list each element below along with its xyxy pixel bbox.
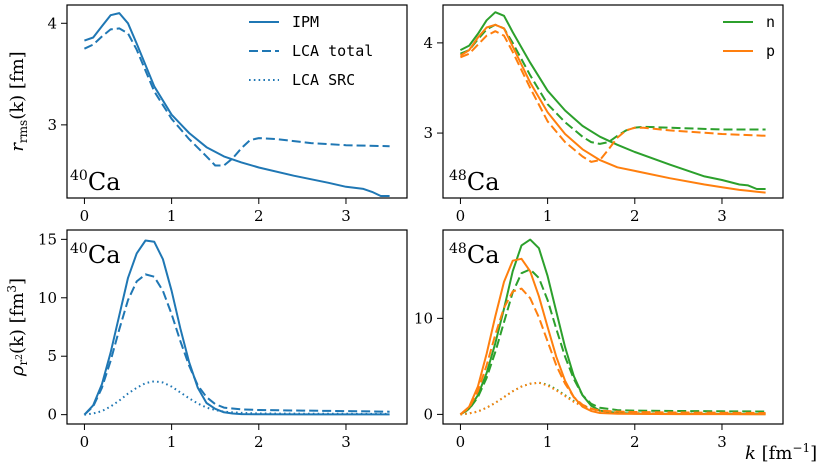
y-axis-label: ρr2(k) [fm3] xyxy=(5,278,30,377)
axes-frame xyxy=(66,229,408,425)
y-tick-label: 3 xyxy=(47,116,57,134)
x-label-main: k xyxy=(745,443,756,464)
nucleus-label: 48Ca xyxy=(449,241,500,269)
panel-top-left: 0 1 2 3 3 4 40Ca IPM LCA total LCA SRC rrms(k) [fm… xyxy=(7,4,408,225)
y-label-sub: r xyxy=(16,360,30,366)
series-line-bottom-right-4 xyxy=(459,287,766,416)
nucleus-mass: 40 xyxy=(70,168,88,184)
series-line-top-left-0 xyxy=(84,12,390,197)
legend-label: IPM xyxy=(292,13,319,31)
series-line-top-right-2 xyxy=(459,23,766,194)
series-line-bottom-right-3 xyxy=(459,257,766,416)
panel-top-right: 0 1 2 3 3 4 48Ca np xyxy=(423,4,784,225)
x-tick-label: 1 xyxy=(167,207,177,225)
axes-frame xyxy=(442,4,784,199)
series-line-bottom-right-1 xyxy=(459,268,766,416)
x-tick-label: 1 xyxy=(167,433,177,451)
x-label-close: ] xyxy=(810,443,817,464)
axes-frame xyxy=(66,4,408,199)
nucleus-label: 40Ca xyxy=(70,168,121,196)
series-line-bottom-left-2 xyxy=(84,380,390,416)
y-tick-label: 4 xyxy=(47,14,57,32)
x-label-unit: [fm xyxy=(756,443,792,464)
y-label-argsup: 3 xyxy=(5,285,19,293)
nucleus-label: 40Ca xyxy=(70,241,121,269)
y-axis-label: rrms(k) [fm] xyxy=(7,51,30,151)
y-tick-label: 4 xyxy=(423,34,433,52)
legend-label: LCA total xyxy=(292,42,373,60)
x-tick-label: 2 xyxy=(630,207,640,225)
series-line-bottom-left-0 xyxy=(83,239,390,416)
x-tick-label: 1 xyxy=(543,207,553,225)
nucleus-label: 48Ca xyxy=(449,168,500,196)
y-label-arg: (k) [fm] xyxy=(7,51,28,119)
y-tick-label: 10 xyxy=(414,309,433,327)
y-tick-label: 0 xyxy=(423,405,433,423)
x-tick-label: 0 xyxy=(456,433,466,451)
y-tick-label: 5 xyxy=(47,347,57,365)
panel-bottom-right: 0 1 2 3 0 10 48Ca k [fm−1] xyxy=(414,229,817,464)
x-tick-label: 3 xyxy=(341,433,351,451)
x-label-unitsup: −1 xyxy=(792,441,810,455)
y-label-main: r xyxy=(7,142,28,152)
series-line-top-right-0 xyxy=(459,11,766,190)
y-tick-label: 3 xyxy=(423,124,433,142)
x-tick-label: 0 xyxy=(80,433,90,451)
x-tick-label: 3 xyxy=(341,207,351,225)
x-tick-label: 3 xyxy=(717,433,727,451)
legend: np xyxy=(723,13,775,60)
y-label-arg: (k) [fm xyxy=(7,293,28,354)
legend-label: LCA SRC xyxy=(292,71,355,89)
series-line-bottom-right-0 xyxy=(459,238,766,416)
x-tick-label: 0 xyxy=(80,207,90,225)
nucleus-mass: 40 xyxy=(70,241,88,257)
nucleus-symbol: Ca xyxy=(88,241,121,269)
x-axis-label: k [fm−1] xyxy=(745,441,817,464)
series-line-top-right-1 xyxy=(460,23,766,145)
nucleus-symbol: Ca xyxy=(467,241,500,269)
series-line-top-right-3 xyxy=(460,30,766,163)
y-tick-label: 10 xyxy=(38,289,57,307)
axes-frame xyxy=(442,229,784,425)
y-label-main: ρ xyxy=(7,365,28,377)
legend-label: p xyxy=(766,42,775,60)
nucleus-symbol: Ca xyxy=(467,168,500,196)
series-line-bottom-left-1 xyxy=(83,273,390,416)
series-line-top-left-1 xyxy=(83,27,390,167)
y-tick-label: 0 xyxy=(47,406,57,424)
y-label-sub: rms xyxy=(16,120,30,143)
y-tick-label: 15 xyxy=(38,230,57,248)
nucleus-symbol: Ca xyxy=(88,168,121,196)
x-tick-label: 0 xyxy=(456,207,466,225)
x-tick-label: 2 xyxy=(254,433,264,451)
x-tick-label: 3 xyxy=(717,207,727,225)
y-label-subsup: 2 xyxy=(15,354,25,360)
legend-label: n xyxy=(766,13,775,31)
y-label-close: ] xyxy=(7,278,28,285)
nucleus-mass: 48 xyxy=(449,241,467,257)
x-tick-label: 1 xyxy=(543,433,553,451)
nucleus-mass: 48 xyxy=(449,168,467,184)
x-tick-label: 2 xyxy=(630,433,640,451)
x-tick-label: 2 xyxy=(254,207,264,225)
legend: IPM LCA total LCA SRC xyxy=(249,13,373,89)
